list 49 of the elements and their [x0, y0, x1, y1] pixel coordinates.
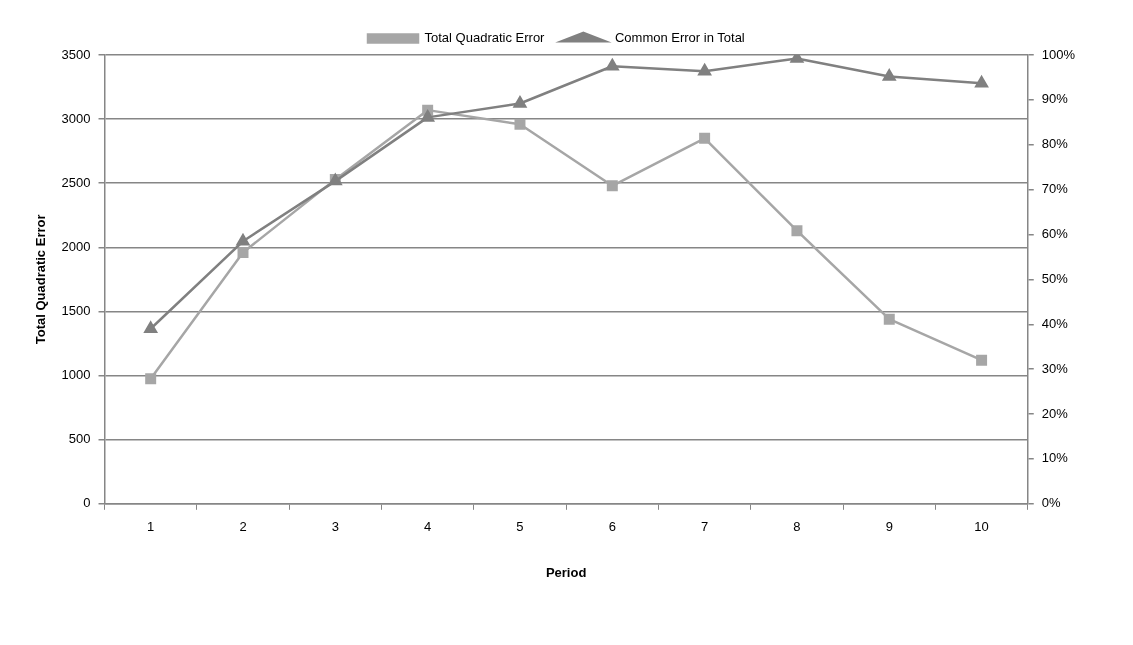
- x-tick-label: 1: [147, 519, 155, 535]
- y2-tick-label: 100%: [1041, 46, 1076, 62]
- point: [514, 118, 526, 130]
- x-tick-label: 2: [239, 519, 247, 535]
- point: [975, 76, 989, 88]
- legend-label: Total Quadratic Error: [424, 30, 546, 46]
- x-axis-title: Period: [545, 564, 587, 580]
- y-tick-label: 1000: [61, 367, 91, 383]
- x-tick-label: 8: [793, 519, 801, 535]
- point: [605, 58, 619, 71]
- y-tick-label: 1500: [61, 303, 91, 319]
- y2-tick-label: 50%: [1041, 270, 1069, 286]
- y2-tick-label: 60%: [1041, 226, 1069, 242]
- x-tick-label: 3: [331, 519, 339, 535]
- y2-tick-label: 0%: [1041, 495, 1061, 511]
- y2-tick-label: 20%: [1041, 405, 1069, 421]
- x-tick-label: 5: [516, 519, 524, 535]
- y2-tick-label: 90%: [1041, 91, 1069, 107]
- x-tick-label: 7: [701, 519, 709, 535]
- point: [699, 132, 711, 144]
- point: [513, 96, 527, 108]
- y-tick-label: 2000: [61, 238, 91, 254]
- point: [606, 180, 618, 192]
- point: [236, 234, 250, 246]
- y-tick-label: 0: [83, 495, 91, 511]
- point: [976, 354, 988, 366]
- y-tick-label: 3000: [61, 110, 91, 126]
- point: [883, 313, 895, 325]
- y2-tick-label: 40%: [1041, 315, 1069, 331]
- y2-tick-label: 70%: [1041, 181, 1069, 197]
- point: [698, 63, 712, 76]
- point: [145, 373, 157, 385]
- x-tick-label: 4: [424, 519, 432, 535]
- y-axis-title: Total Quadratic Error: [33, 214, 49, 345]
- point: [144, 321, 158, 334]
- point: [237, 246, 249, 258]
- y2-tick-label: 10%: [1041, 450, 1069, 466]
- y-tick-label: 500: [68, 431, 91, 447]
- y2-tick-label: 80%: [1041, 136, 1069, 152]
- legend-label: Common Error in Total: [614, 30, 745, 46]
- x-tick-label: 6: [608, 519, 616, 535]
- x-tick-label: 9: [885, 519, 893, 535]
- point: [421, 110, 435, 122]
- point: [791, 225, 803, 237]
- y-tick-label: 2500: [61, 174, 91, 190]
- y2-tick-label: 30%: [1041, 360, 1069, 376]
- x-tick-label: 10: [974, 519, 989, 535]
- point: [882, 69, 896, 81]
- y-tick-label: 3500: [61, 46, 91, 62]
